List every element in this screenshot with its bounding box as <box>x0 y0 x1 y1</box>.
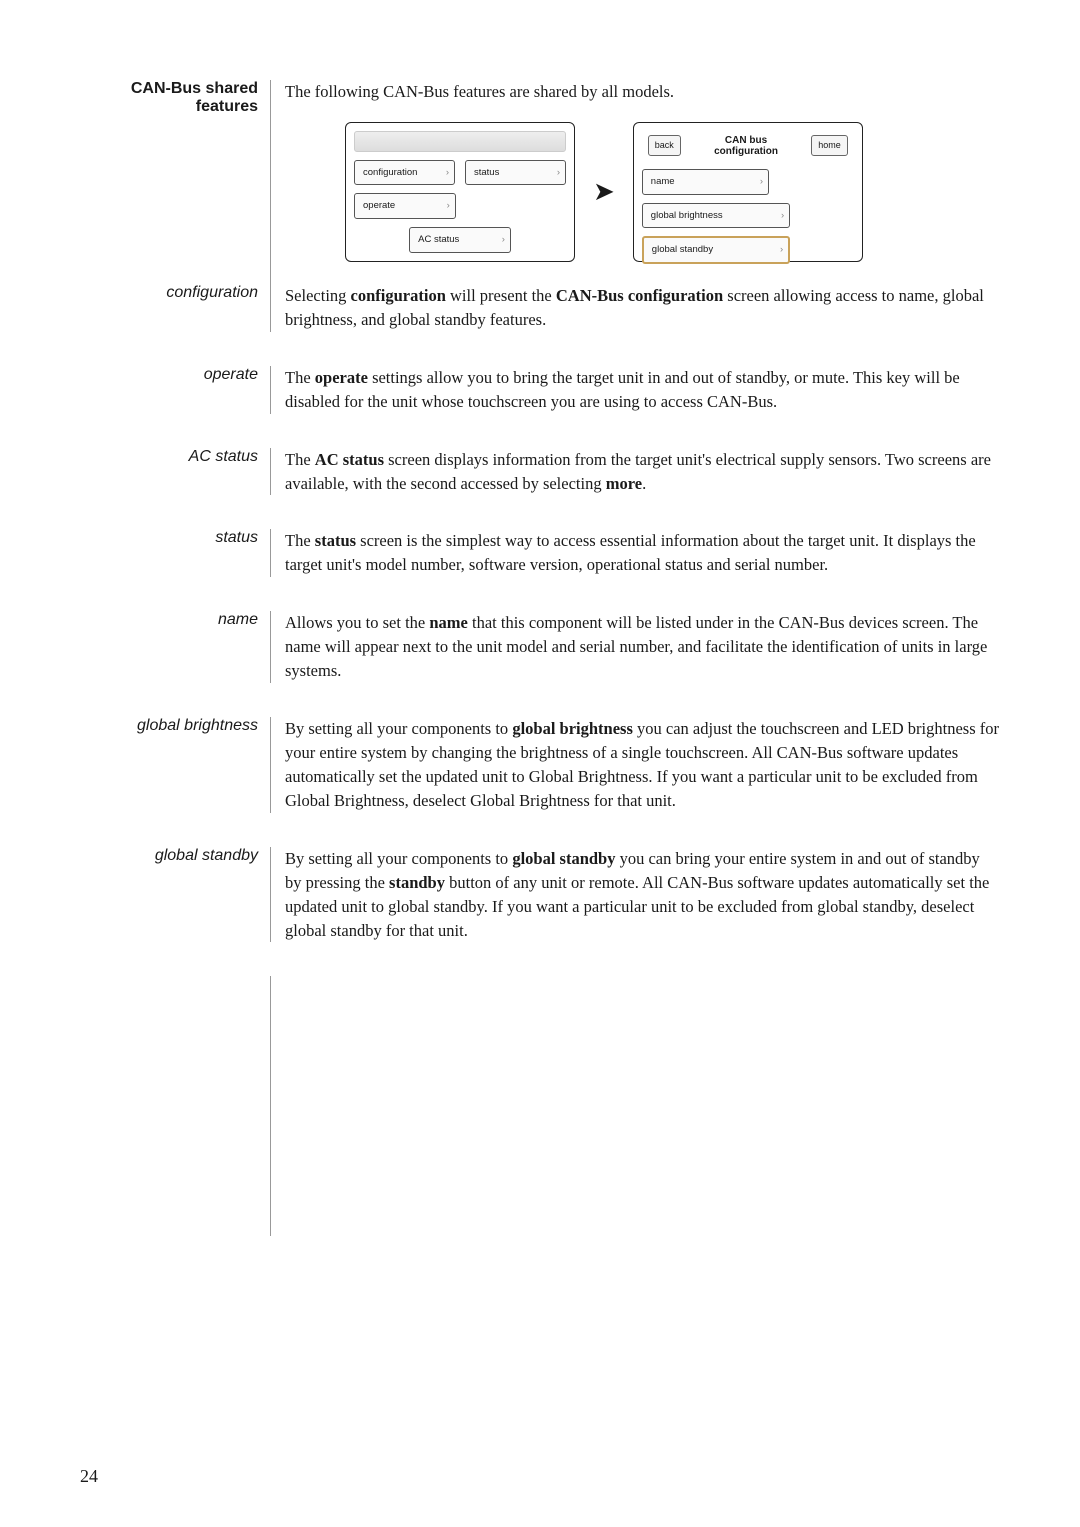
section-row: global standbyBy setting all your compon… <box>80 847 1000 943</box>
bold-text: more <box>606 474 642 493</box>
body-text: Selecting <box>285 286 351 305</box>
right-screen: back CAN bus configuration home name glo… <box>633 122 863 262</box>
back-btn: back <box>648 135 681 156</box>
body-text: will present the <box>446 286 556 305</box>
section-label: AC status <box>189 448 258 465</box>
section-label: global brightness <box>137 717 258 734</box>
btn-global-brightness: global brightness <box>642 203 790 229</box>
section-label-col: name <box>80 611 270 629</box>
section-label-col: operate <box>80 366 270 384</box>
btn-operate: operate <box>354 193 456 219</box>
screen-title: CAN bus configuration <box>714 135 778 157</box>
border-continuation <box>270 976 1000 1236</box>
bold-text: status <box>315 531 356 550</box>
btn-status: status <box>465 160 566 186</box>
page-number: 24 <box>80 1466 98 1487</box>
home-btn: home <box>811 135 848 156</box>
section-row: AC statusThe AC status screen displays i… <box>80 448 1000 496</box>
body-text: The <box>285 450 315 469</box>
section-label-col: global brightness <box>80 717 270 735</box>
section-body: Selecting configuration will present the… <box>270 284 1000 332</box>
body-text: The <box>285 531 315 550</box>
bold-text: configuration <box>351 286 446 305</box>
btn-config: configuration <box>354 160 455 186</box>
header-left: CAN-Bus shared features <box>80 80 270 116</box>
body-text: Allows you to set the <box>285 613 429 632</box>
section-body: The operate settings allow you to bring … <box>270 366 1000 414</box>
header-row: CAN-Bus shared features The following CA… <box>80 80 1000 284</box>
body-text: settings allow you to bring the target u… <box>285 368 960 411</box>
ui-diagram: configuration status operate AC status ➤… <box>345 122 1000 262</box>
section-row: statusThe status screen is the simplest … <box>80 529 1000 577</box>
body-text: By setting all your components to <box>285 849 512 868</box>
bold-text: AC status <box>315 450 384 469</box>
btn-name: name <box>642 169 769 195</box>
section-body: By setting all your components to global… <box>270 717 1000 813</box>
body-text: screen is the simplest way to access ess… <box>285 531 976 574</box>
bold-text: global standby <box>512 849 615 868</box>
sections-container: configurationSelecting configuration wil… <box>80 284 1000 977</box>
section-label-col: status <box>80 529 270 547</box>
section-title: CAN-Bus shared features <box>131 80 258 115</box>
bold-text: global brightness <box>512 719 633 738</box>
section-label-col: configuration <box>80 284 270 302</box>
intro-text: The following CAN-Bus features are share… <box>285 82 674 101</box>
section-body: By setting all your components to global… <box>270 847 1000 943</box>
arrow-icon: ➤ <box>593 173 615 211</box>
section-row: nameAllows you to set the name that this… <box>80 611 1000 683</box>
screen-header-placeholder <box>354 131 566 152</box>
btn-global-standby: global standby <box>642 236 790 264</box>
section-label-col: AC status <box>80 448 270 466</box>
section-row: operateThe operate settings allow you to… <box>80 366 1000 414</box>
section-body: Allows you to set the name that this com… <box>270 611 1000 683</box>
section-label: status <box>215 529 258 546</box>
section-body: The status screen is the simplest way to… <box>270 529 1000 577</box>
section-label: operate <box>204 366 258 383</box>
bold-text: CAN-Bus configuration <box>556 286 723 305</box>
body-text: By setting all your components to <box>285 719 512 738</box>
bold-text: standby <box>389 873 445 892</box>
section-body: The AC status screen displays informatio… <box>270 448 1000 496</box>
section-row: configurationSelecting configuration wil… <box>80 284 1000 332</box>
section-label: configuration <box>166 284 258 301</box>
section-row: global brightnessBy setting all your com… <box>80 717 1000 813</box>
section-label: global standby <box>155 847 258 864</box>
section-label: name <box>218 611 258 628</box>
header-right: The following CAN-Bus features are share… <box>270 80 1000 284</box>
body-text: . <box>642 474 646 493</box>
body-text: The <box>285 368 315 387</box>
left-screen: configuration status operate AC status <box>345 122 575 262</box>
bold-text: operate <box>315 368 368 387</box>
btn-ac-status: AC status <box>409 227 511 253</box>
document-page: CAN-Bus shared features The following CA… <box>80 80 1000 1236</box>
section-label-col: global standby <box>80 847 270 865</box>
bold-text: name <box>429 613 468 632</box>
